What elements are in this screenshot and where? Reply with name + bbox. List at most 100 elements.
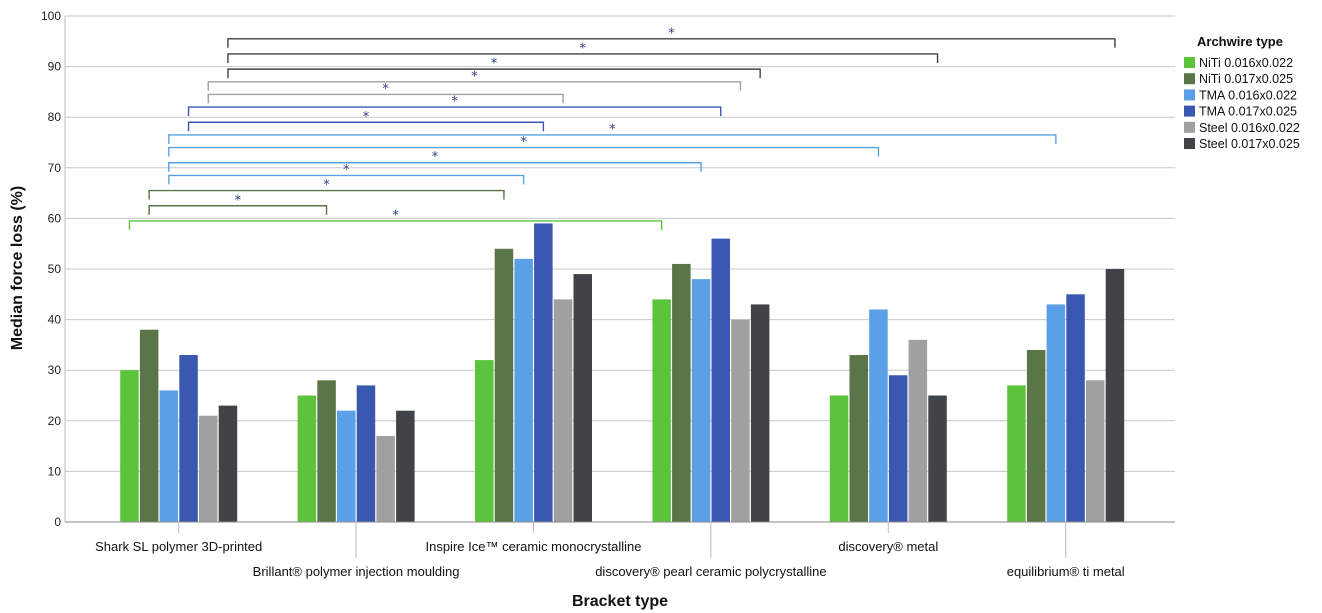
significance-brackets: * * * * * * * * * * * * * * (128, 26, 1116, 230)
bar (829, 395, 849, 522)
significance-star: * (609, 122, 616, 137)
significance-bracket (227, 68, 761, 79)
bars (120, 223, 1125, 522)
bar (337, 410, 356, 522)
legend-title: Archwire type (1197, 34, 1283, 49)
grid-lines (65, 15, 1175, 523)
bar (553, 299, 573, 522)
y-tick-label: 10 (48, 464, 62, 478)
significance-star: * (392, 208, 399, 223)
significance-bracket (187, 106, 722, 117)
bar (750, 304, 770, 522)
legend-swatch (1184, 138, 1195, 149)
bar (691, 279, 711, 522)
y-tick-label: 90 (48, 60, 62, 74)
bar (731, 319, 750, 522)
significance-bracket (207, 81, 742, 91)
x-tick-label: Inspire Ice™ ceramic monocrystalline (425, 539, 641, 554)
significance-bracket (168, 174, 525, 185)
y-tick-label: 80 (48, 110, 62, 124)
significance-bracket (148, 205, 328, 215)
significance-star: * (451, 95, 458, 110)
bar (1026, 349, 1046, 522)
significance-bracket (168, 134, 1057, 144)
y-tick-label: 60 (48, 211, 62, 225)
y-tick-label: 100 (41, 9, 61, 23)
bar (120, 370, 139, 522)
y-tick-label: 40 (48, 313, 62, 327)
y-tick-label: 70 (48, 161, 62, 175)
bar (494, 248, 514, 522)
bar (139, 329, 159, 522)
significance-star: * (471, 69, 478, 84)
significance-bracket (168, 146, 880, 157)
bar (849, 355, 868, 522)
legend-entry: NiTi 0.016x0.022 (1199, 56, 1293, 70)
bar (475, 360, 494, 522)
bar (1086, 380, 1105, 522)
legend-entry: NiTi 0.017x0.025 (1199, 72, 1293, 86)
significance-bracket (128, 220, 663, 230)
x-axis: Shark SL polymer 3D-printed Brillant® pol… (65, 521, 1175, 579)
y-tick-label: 30 (48, 363, 62, 377)
legend: Archwire type NiTi 0.016x0.022 NiTi 0.017x… (1184, 34, 1300, 151)
significance-star: * (491, 57, 498, 72)
bar (159, 390, 179, 522)
y-tick-label: 0 (54, 515, 61, 529)
bar (928, 395, 947, 522)
legend-swatch (1184, 121, 1195, 133)
bar (356, 385, 376, 522)
legend-swatch (1184, 89, 1195, 101)
bar (573, 274, 592, 522)
legend-swatch (1184, 105, 1195, 117)
bar (218, 405, 238, 522)
bar (1105, 269, 1125, 522)
x-tick-label: Shark SL polymer 3D-printed (95, 539, 262, 554)
significance-bracket (227, 53, 939, 63)
significance-bracket (187, 121, 545, 132)
x-tick-label: discovery® pearl ceramic polycrystalline (595, 564, 826, 579)
y-axis-ticks: 0 10 20 30 40 50 60 70 80 90 100 (41, 9, 66, 529)
significance-star: * (343, 163, 350, 178)
significance-star: * (235, 193, 242, 208)
bar (1046, 304, 1066, 522)
legend-entry: TMA 0.016x0.022 (1199, 88, 1297, 102)
x-tick-label: discovery® metal (838, 539, 938, 554)
x-tick-label: Brillant® polymer injection moulding (253, 564, 460, 579)
bar (652, 299, 671, 522)
legend-swatch (1184, 57, 1195, 68)
bar (179, 355, 198, 522)
legend-swatch (1184, 73, 1195, 85)
significance-bracket (227, 38, 1116, 48)
bar (869, 309, 888, 522)
bar (376, 435, 395, 522)
significance-bracket (148, 189, 505, 200)
significance-star: * (323, 178, 330, 193)
legend-entry: TMA 0.017x0.025 (1199, 105, 1297, 119)
significance-star: * (520, 135, 527, 150)
bar (514, 258, 533, 522)
x-axis-title: Bracket type (572, 593, 668, 610)
y-tick-label: 20 (48, 414, 62, 428)
significance-star: * (363, 110, 370, 125)
y-axis-title: Median force loss (%) (9, 186, 26, 350)
y-tick-label: 50 (48, 262, 62, 276)
bar (1066, 294, 1085, 522)
legend-entry: Steel 0.016x0.022 (1199, 121, 1300, 135)
bar (396, 410, 415, 522)
bar (297, 395, 317, 522)
bar (672, 263, 691, 522)
bar (199, 415, 218, 522)
significance-star: * (580, 41, 587, 56)
x-tick-label: equilibrium® ti metal (1007, 564, 1125, 579)
bar (534, 223, 553, 522)
legend-entry: Steel 0.017x0.025 (1199, 137, 1300, 151)
significance-star: * (668, 26, 675, 41)
bar (908, 339, 928, 522)
significance-star: * (432, 150, 439, 165)
bar (317, 380, 336, 522)
significance-star: * (382, 82, 389, 97)
significance-bracket (168, 162, 702, 172)
bar (888, 375, 908, 522)
